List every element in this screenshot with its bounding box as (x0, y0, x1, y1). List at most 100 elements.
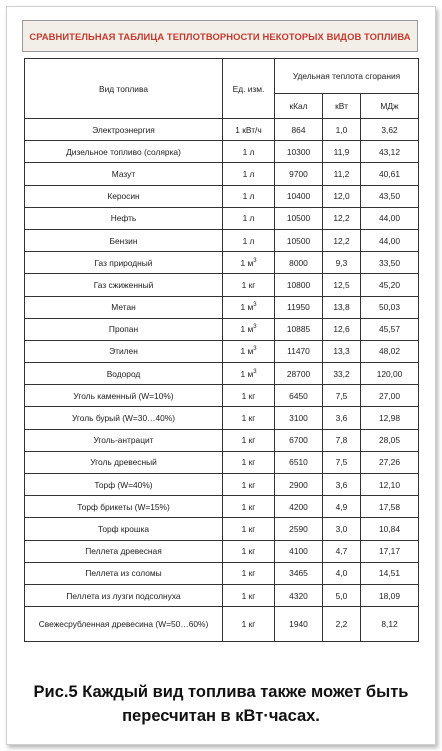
cell-kwt: 12,0 (322, 184, 361, 208)
unit-superscript: 3 (253, 302, 257, 309)
cell-unit: 1 кг (222, 583, 275, 608)
cell-unit: 1 м3 (222, 295, 275, 319)
cell-kwt: 2,2 (322, 606, 361, 643)
table-row: Водород 1 м3 28700 33,2 120,00 (24, 362, 419, 386)
cell-unit: 1 кг (222, 384, 275, 408)
table-row: Уголь каменный (W=10%) 1 кг 6450 7,5 27,00 (24, 384, 419, 408)
cell-kcal: 6450 (274, 384, 323, 408)
table-row: Уголь бурый (W=30…40%) 1 кг 3100 3,6 12,98 (24, 406, 419, 430)
cell-unit: 1 л (222, 140, 275, 164)
table-row: Пеллета из лузги подсолнуха 1 кг 4320 5,0 18… (24, 583, 419, 608)
cell-kwt: 1,0 (322, 117, 361, 142)
cell-unit: 1 кг (222, 606, 275, 643)
cell-unit: 1 м3 (222, 251, 275, 275)
cell-fuel: Дизельное топливо (солярка) (24, 140, 223, 164)
table-title: СРАВНИТЕЛЬНАЯ ТАБЛИЦА ТЕПЛОТВОРНОСТИ НЕК… (29, 30, 411, 42)
cell-fuel: Газ природный (24, 251, 223, 275)
cell-kwt: 4,7 (322, 539, 361, 563)
cell-kcal: 864 (274, 117, 323, 142)
cell-kcal: 3465 (274, 561, 323, 585)
cell-kcal: 6510 (274, 450, 323, 475)
table-row: Этилен 1 м3 11470 13,3 48,02 (24, 339, 419, 364)
cell-fuel: Торф (W=40%) (24, 472, 223, 497)
table-row: Свежесрубленная древесина (W=50…60%) 1 кг… (24, 606, 419, 643)
table-row: Электроэнергия 1 кВт/ч 864 1,0 3,62 (24, 117, 419, 142)
table-row: Уголь древесный 1 кг 6510 7,5 27,26 (24, 450, 419, 475)
table-row: Метан 1 м3 11950 13,8 50,03 (24, 295, 419, 319)
cell-mj: 14,51 (360, 561, 419, 585)
table-row: Газ природный 1 м3 8000 9,3 33,50 (24, 251, 419, 275)
header-unit: Ед. изм. (222, 58, 275, 119)
cell-unit: 1 м3 (222, 317, 275, 341)
cell-fuel: Торф крошка (24, 517, 223, 541)
cell-kwt: 4,9 (322, 495, 361, 519)
fuel-heat-table: Вид топлива Ед. изм. Удельная теплота сг… (24, 58, 419, 643)
cell-mj: 43,12 (360, 140, 419, 164)
unit-superscript: 3 (253, 324, 257, 331)
cell-fuel: Пропан (24, 317, 223, 341)
cell-unit: 1 л (222, 162, 275, 186)
cell-unit: 1 кг (222, 517, 275, 541)
cell-kwt: 11,9 (322, 140, 361, 164)
cell-fuel: Пеллета из соломы (24, 561, 223, 585)
cell-mj: 43,50 (360, 184, 419, 208)
cell-unit: 1 кг (222, 406, 275, 430)
header-kwt: кВт (322, 93, 361, 119)
cell-mj: 27,26 (360, 450, 419, 475)
cell-kcal: 2900 (274, 472, 323, 497)
unit-superscript: 3 (253, 368, 257, 375)
header-kcal: кКал (274, 93, 323, 119)
cell-mj: 28,05 (360, 428, 419, 452)
table-row: Нефть 1 л 10500 12,2 44,00 (24, 206, 419, 230)
cell-kcal: 3100 (274, 406, 323, 430)
cell-unit: 1 кВт/ч (222, 117, 275, 142)
cell-unit: 1 м3 (222, 362, 275, 386)
cell-kwt: 12,5 (322, 273, 361, 297)
figure-caption: Рис.5 Каждый вид топлива также может быт… (33, 683, 409, 725)
cell-kwt: 5,0 (322, 583, 361, 608)
cell-unit: 1 кг (222, 428, 275, 452)
unit-superscript: 3 (253, 346, 257, 353)
cell-fuel: Уголь древесный (24, 450, 223, 475)
table-row: Торф крошка 1 кг 2590 3,0 10,84 (24, 517, 419, 541)
cell-kcal: 10400 (274, 184, 323, 208)
cell-mj: 120,00 (360, 362, 419, 386)
cell-fuel: Торф брикеты (W=15%) (24, 495, 223, 519)
cell-kcal: 10800 (274, 273, 323, 297)
cell-kwt: 4,0 (322, 561, 361, 585)
cell-fuel: Уголь каменный (W=10%) (24, 384, 223, 408)
cell-unit: 1 кг (222, 495, 275, 519)
table-title-box: СРАВНИТЕЛЬНАЯ ТАБЛИЦА ТЕПЛОТВОРНОСТИ НЕК… (22, 20, 418, 52)
cell-fuel: Электроэнергия (24, 117, 223, 142)
cell-fuel: Метан (24, 295, 223, 319)
cell-unit: 1 кг (222, 472, 275, 497)
cell-mj: 8,12 (360, 606, 419, 643)
table-row: Торф брикеты (W=15%) 1 кг 4200 4,9 17,58 (24, 495, 419, 519)
cell-mj: 12,10 (360, 472, 419, 497)
table-row: Бензин 1 л 10500 12,2 44,00 (24, 228, 419, 253)
cell-kcal: 4100 (274, 539, 323, 563)
table-body: Электроэнергия 1 кВт/ч 864 1,0 3,62 Дизельное… (24, 117, 419, 643)
cell-kcal: 2590 (274, 517, 323, 541)
cell-kwt: 7,5 (322, 450, 361, 475)
cell-kwt: 9,3 (322, 251, 361, 275)
cell-unit: 1 л (222, 206, 275, 230)
cell-mj: 3,62 (360, 117, 419, 142)
cell-unit: 1 л (222, 184, 275, 208)
cell-kwt: 13,8 (322, 295, 361, 319)
header-mj: МДж (360, 93, 419, 119)
cell-fuel: Этилен (24, 339, 223, 364)
cell-mj: 10,84 (360, 517, 419, 541)
cell-mj: 17,58 (360, 495, 419, 519)
cell-fuel: Пеллета древесная (24, 539, 223, 563)
cell-fuel: Уголь-антрацит (24, 428, 223, 452)
cell-mj: 50,03 (360, 295, 419, 319)
cell-mj: 45,20 (360, 273, 419, 297)
cell-fuel: Водород (24, 362, 223, 386)
cell-fuel: Пеллета из лузги подсолнуха (24, 583, 223, 608)
cell-fuel: Мазут (24, 162, 223, 186)
cell-mj: 18,09 (360, 583, 419, 608)
table-row: Пропан 1 м3 10885 12,6 45,57 (24, 317, 419, 341)
cell-mj: 33,50 (360, 251, 419, 275)
table-row: Пеллета древесная 1 кг 4100 4,7 17,17 (24, 539, 419, 563)
